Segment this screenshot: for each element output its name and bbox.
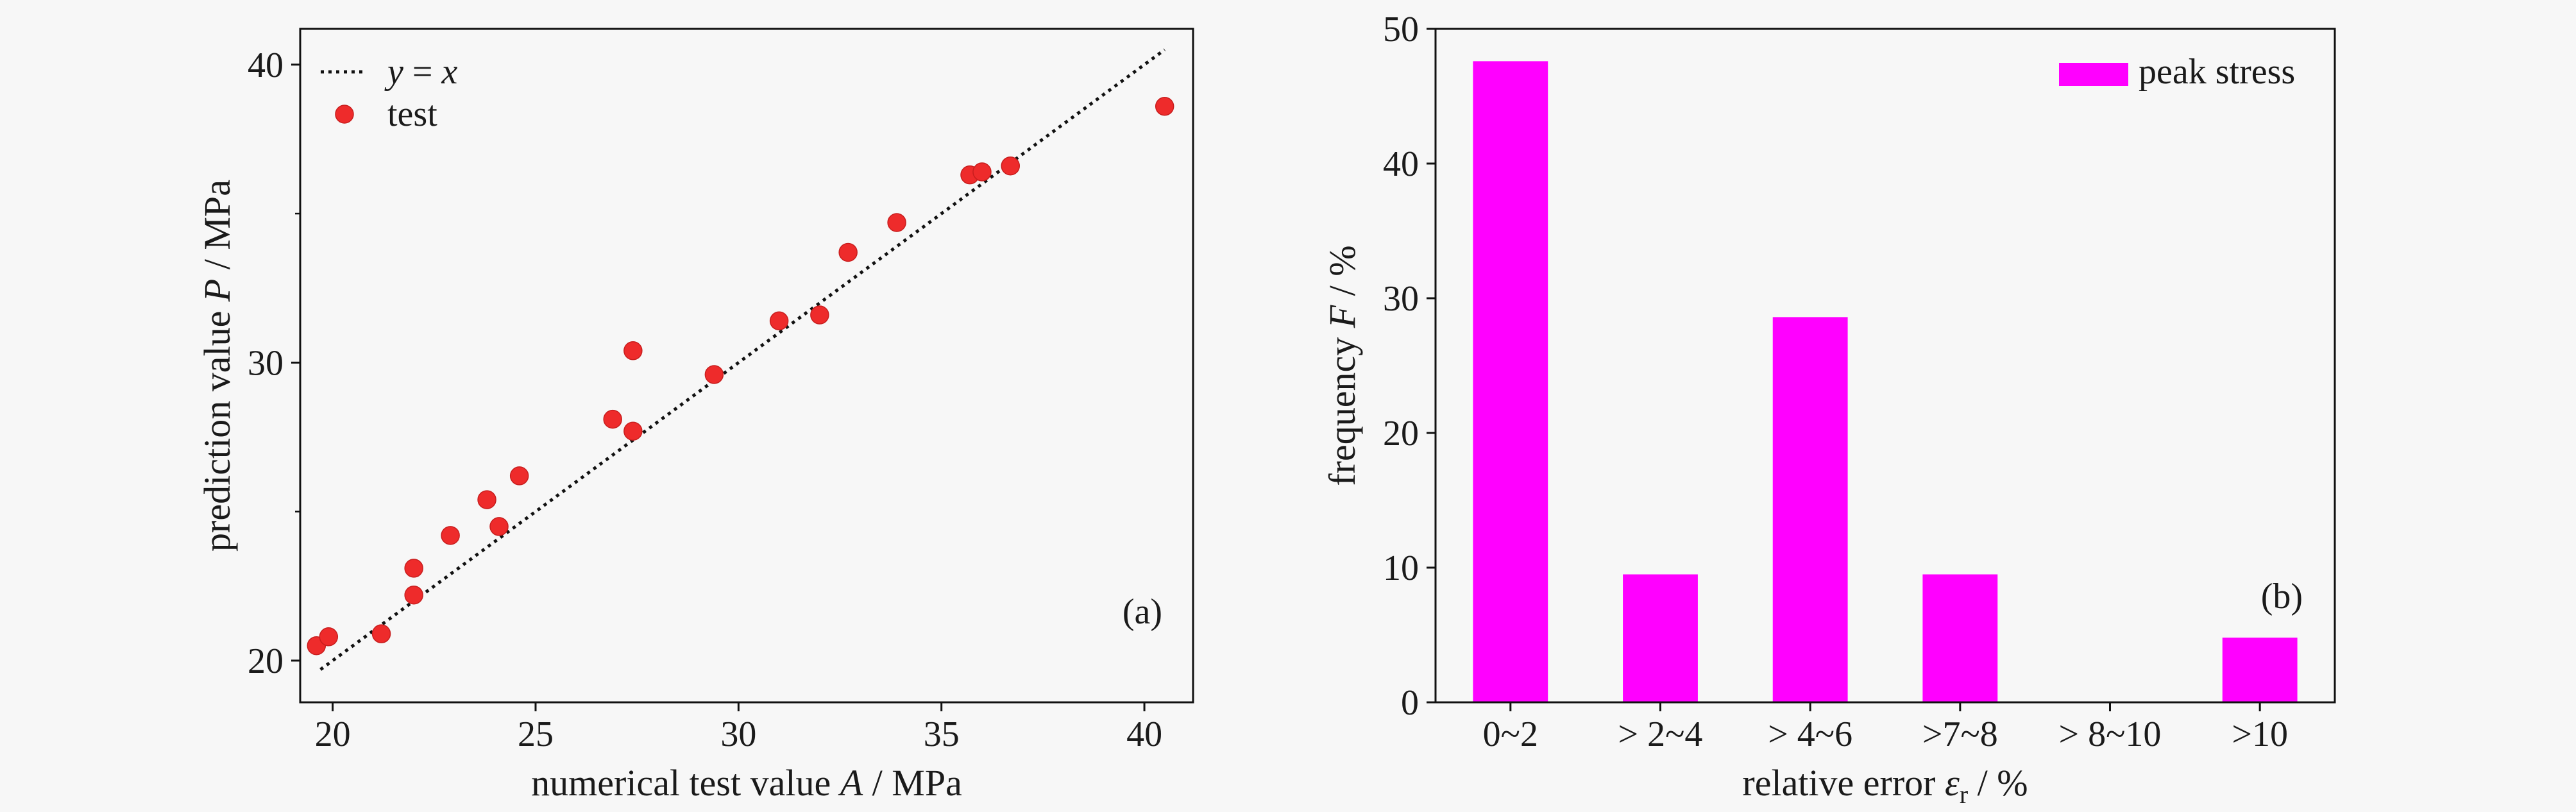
y-tick-label: 20 — [248, 641, 284, 681]
y-tick-label: 10 — [1383, 548, 1419, 588]
y-tick-label: 0 — [1401, 683, 1419, 723]
legend-y-symbol: y — [384, 52, 403, 92]
legend-a: y = x test — [321, 52, 457, 134]
data-point — [623, 421, 643, 441]
data-point — [404, 559, 423, 578]
scatter-points — [307, 97, 1174, 656]
y-tick-label: 30 — [1383, 279, 1419, 319]
x-tick-label: > 8~10 — [2059, 715, 2162, 754]
x-axis-label-a-unit: / MPa — [863, 762, 962, 804]
reference-line-group — [319, 48, 1166, 671]
y-tick-label: 30 — [248, 343, 284, 383]
data-point — [319, 627, 339, 647]
legend-x-symbol: x — [441, 52, 457, 92]
x-axis-label-b-symbol: ε — [1945, 762, 1960, 804]
x-axis-label-b-unit: / % — [1968, 762, 2028, 804]
x-tick-label: 25 — [518, 715, 554, 754]
y-axis-label-a: prediction value P / MPa — [196, 180, 238, 552]
data-point — [704, 365, 724, 384]
bar — [2222, 638, 2298, 702]
x-tick-label: 30 — [720, 715, 756, 754]
data-point — [887, 213, 906, 232]
y-tick-label: 40 — [1383, 144, 1419, 184]
x-tick-label: 0~2 — [1483, 715, 1538, 754]
x-tick-label: > 2~4 — [1618, 715, 1703, 754]
x-tick-label: >10 — [2232, 715, 2288, 754]
bar — [1623, 574, 1698, 702]
legend-equals: = — [403, 52, 442, 92]
scatter-panel-a: 20 25 30 35 40 20 30 40 y = x test (a) numerica… — [196, 28, 1194, 804]
data-point — [838, 242, 858, 262]
bar — [1473, 61, 1548, 702]
x-tick-label: 35 — [924, 715, 960, 754]
y-axis-label-b-unit: / % — [1321, 245, 1363, 305]
x-axis-label-a-symbol: A — [838, 762, 863, 804]
x-axis-label-b-subscript: r — [1960, 780, 1968, 809]
data-point — [1155, 97, 1174, 116]
bars — [1473, 61, 2298, 702]
axis-ticks-a: 20 25 30 35 40 20 30 40 — [248, 46, 1162, 754]
data-point — [810, 305, 829, 325]
data-point — [623, 341, 643, 360]
x-tick-label: >7~8 — [1922, 715, 1998, 754]
data-point — [477, 490, 496, 509]
x-axis-label-b: relative error εr / % — [1742, 762, 2028, 809]
reference-line-y-equals-x — [319, 48, 1166, 671]
plot-frame-a — [299, 28, 1194, 704]
x-axis-label-a-prefix: numerical test value — [531, 762, 840, 804]
legend-peak-stress-swatch — [2059, 63, 2128, 86]
bar-panel-b: 0~2 > 2~4 > 4~6 >7~8 > 8~10 >10 0 10 20 30 40 50 pe… — [1321, 10, 2336, 809]
y-axis-label-a-symbol: P — [196, 279, 238, 302]
y-axis-label-b-symbol: F — [1321, 305, 1363, 328]
panel-label-b: (b) — [2261, 577, 2303, 616]
data-point — [972, 162, 992, 182]
data-point — [1001, 156, 1021, 176]
x-tick-label: 20 — [315, 715, 351, 754]
legend-reference-line-label: y = x — [384, 52, 457, 92]
y-axis-label-b-prefix: frequency — [1321, 328, 1363, 486]
data-point — [509, 466, 529, 486]
panel-label-a: (a) — [1123, 592, 1162, 632]
y-axis-label-a-unit: / MPa — [196, 180, 238, 279]
y-axis-label-b: frequency F / % — [1321, 245, 1363, 486]
data-point — [371, 624, 391, 643]
plot-frame-b — [1434, 28, 2336, 704]
x-tick-label: > 4~6 — [1768, 715, 1852, 754]
legend-test-label: test — [387, 94, 437, 134]
x-axis-label-b-prefix: relative error — [1742, 762, 1945, 804]
legend-b: peak stress — [2059, 52, 2295, 92]
data-point — [769, 311, 789, 331]
bar — [1772, 317, 1848, 702]
data-point — [603, 409, 622, 429]
y-tick-label: 50 — [1383, 10, 1419, 49]
y-tick-label: 20 — [1383, 414, 1419, 453]
axis-ticks-b: 0~2 > 2~4 > 4~6 >7~8 > 8~10 >10 0 10 20 30 40 50 — [1383, 10, 2288, 754]
x-axis-label-a: numerical test value A / MPa — [531, 762, 962, 804]
y-tick-label: 40 — [248, 46, 284, 85]
y-axis-label-a-prefix: prediction value — [196, 301, 238, 552]
data-point — [404, 585, 423, 605]
legend-peak-stress-label: peak stress — [2139, 52, 2295, 92]
bar — [1922, 574, 1998, 702]
data-point — [489, 517, 509, 536]
legend-test-marker — [335, 105, 354, 124]
x-tick-label: 40 — [1126, 715, 1162, 754]
data-point — [441, 526, 460, 545]
